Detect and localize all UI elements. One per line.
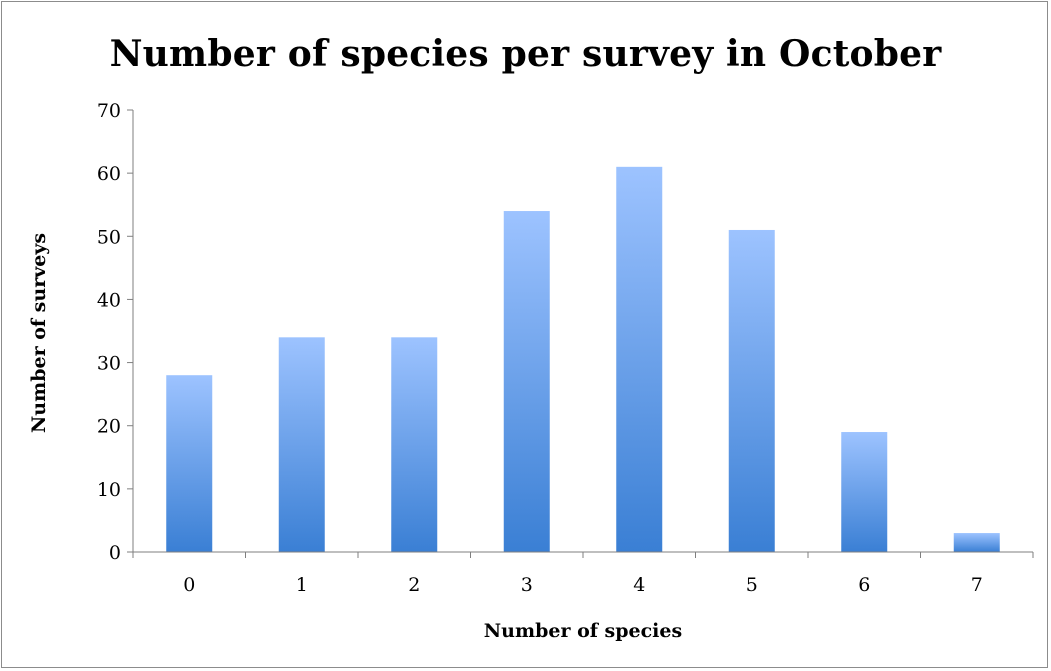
axes-layer <box>127 109 1034 558</box>
bars-layer <box>166 166 1000 552</box>
bar-3 <box>503 211 550 552</box>
bar-1 <box>278 337 325 552</box>
x-tick-label-5: 5 <box>746 574 758 596</box>
chart-title: Number of species per survey in October <box>109 33 942 75</box>
y-tick-label-50: 50 <box>97 226 121 248</box>
x-tick-label-1: 1 <box>296 574 308 596</box>
x-axis-title: Number of species <box>484 620 682 642</box>
bar-5 <box>728 229 775 552</box>
labels-layer: 0 10 20 30 40 50 60 70 0 1 2 3 4 5 6 7 <box>97 100 983 596</box>
bar-7 <box>953 533 1000 552</box>
x-tick-label-7: 7 <box>971 574 983 596</box>
bar-6 <box>841 432 888 552</box>
y-axis-title: Number of surveys <box>28 233 50 433</box>
x-tick-label-3: 3 <box>521 574 533 596</box>
bar-2 <box>391 337 438 552</box>
y-tick-label-30: 30 <box>97 353 121 375</box>
x-tick-label-4: 4 <box>633 574 645 596</box>
bar-0 <box>166 375 213 552</box>
y-tick-label-0: 0 <box>109 542 121 564</box>
bar-4 <box>616 166 663 552</box>
y-tick-label-40: 40 <box>97 289 121 311</box>
x-tick-label-0: 0 <box>183 574 195 596</box>
y-tick-label-20: 20 <box>97 416 121 438</box>
x-tick-label-2: 2 <box>408 574 420 596</box>
y-tick-label-70: 70 <box>97 100 121 122</box>
y-tick-label-60: 60 <box>97 163 121 185</box>
y-tick-label-10: 10 <box>97 479 121 501</box>
x-tick-label-6: 6 <box>858 574 870 596</box>
